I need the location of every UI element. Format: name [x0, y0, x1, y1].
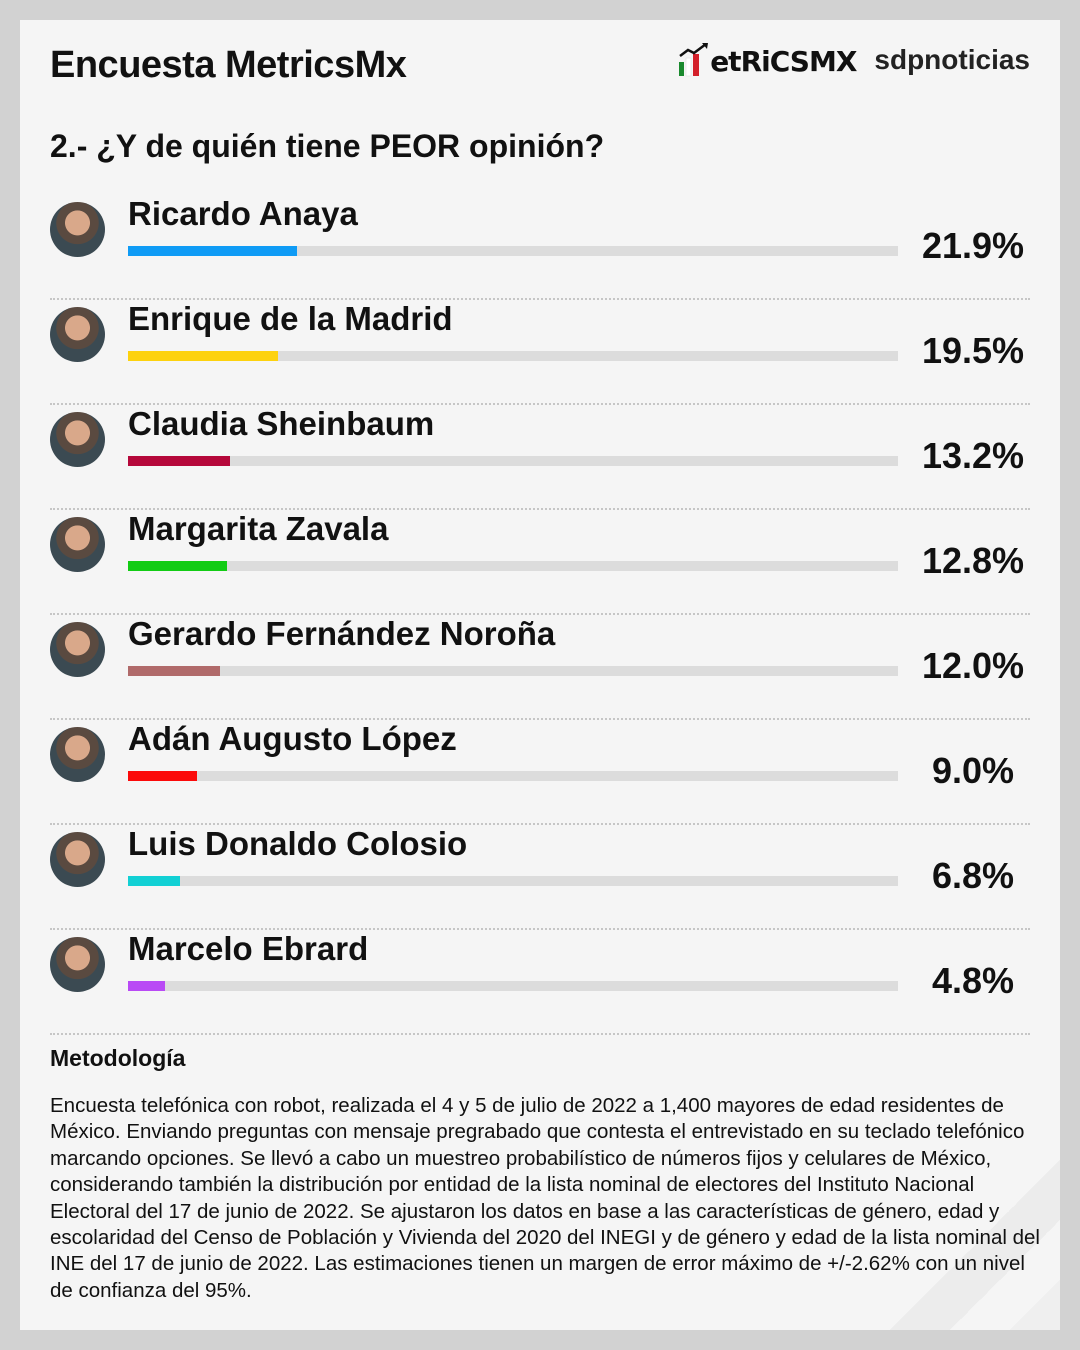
- bar: [128, 351, 279, 361]
- bar-row: Enrique de la Madrid 19.5%: [50, 300, 1030, 405]
- bar-track: [128, 351, 898, 361]
- bar: [128, 666, 221, 676]
- sdpnoticias-logo: sdpnoticias: [874, 44, 1030, 75]
- trend-arrow-icon: [679, 43, 709, 77]
- bar-track: [128, 981, 898, 991]
- bar-track: [128, 456, 898, 466]
- data-label: 6.8%: [931, 855, 1015, 896]
- bar-track: [128, 771, 898, 781]
- metricsmx-logo: etRiCSMX: [678, 42, 857, 78]
- candidate-avatar: [50, 622, 105, 677]
- data-label: 13.2%: [921, 435, 1025, 476]
- page-title: Encuesta MetricsMx: [50, 44, 407, 86]
- bar-list: Ricardo Anaya 21.9% Enrique de la Madrid…: [50, 195, 1030, 1035]
- bar-track: [128, 246, 898, 256]
- infographic-card: Encuesta MetricsMx etRiCSMX sdpnoticias …: [20, 20, 1060, 1330]
- data-label: 12.8%: [921, 540, 1025, 581]
- category-label: Margarita Zavala: [128, 510, 389, 547]
- bar: [128, 456, 230, 466]
- data-label: 9.0%: [931, 750, 1015, 791]
- bar-row: Adán Augusto López 9.0%: [50, 720, 1030, 825]
- candidate-avatar: [50, 832, 105, 887]
- decorative-stripes: [840, 1110, 1060, 1330]
- category-label: Adán Augusto López: [128, 720, 457, 757]
- bar: [128, 561, 227, 571]
- bar-row: Marcelo Ebrard 4.8%: [50, 930, 1030, 1035]
- bar-row: Margarita Zavala 12.8%: [50, 510, 1030, 615]
- category-label: Marcelo Ebrard: [128, 930, 369, 967]
- bar: [128, 246, 297, 256]
- candidate-avatar: [50, 202, 105, 257]
- bar-row: Ricardo Anaya 21.9%: [50, 195, 1030, 300]
- bar-row: Gerardo Fernández Noroña 12.0%: [50, 615, 1030, 720]
- category-label: Ricardo Anaya: [128, 195, 358, 232]
- candidate-avatar: [50, 517, 105, 572]
- question-heading: 2.- ¿Y de quién tiene PEOR opinión?: [50, 128, 605, 164]
- data-label: 21.9%: [921, 225, 1025, 266]
- bar: [128, 876, 181, 886]
- candidate-avatar: [50, 937, 105, 992]
- data-label: 4.8%: [931, 960, 1015, 1001]
- candidate-avatar: [50, 727, 105, 782]
- bar-row: Claudia Sheinbaum 13.2%: [50, 405, 1030, 510]
- bar-track: [128, 561, 898, 571]
- logos: etRiCSMX sdpnoticias: [678, 42, 1030, 78]
- category-label: Gerardo Fernández Noroña: [128, 615, 556, 652]
- bar-row: Luis Donaldo Colosio 6.8%: [50, 825, 1030, 930]
- bar-track: [128, 666, 898, 676]
- candidate-avatar: [50, 412, 105, 467]
- category-label: Claudia Sheinbaum: [128, 405, 435, 442]
- methodology-heading: Metodología: [50, 1045, 186, 1071]
- category-label: Luis Donaldo Colosio: [128, 825, 468, 862]
- data-label: 19.5%: [921, 330, 1025, 371]
- data-label: 12.0%: [921, 645, 1025, 686]
- methodology-text: Encuesta telefónica con robot, realizada…: [50, 1094, 1040, 1302]
- bar-track: [128, 876, 898, 886]
- bar: [128, 771, 198, 781]
- candidate-avatar: [50, 307, 105, 362]
- bar: [128, 981, 165, 991]
- category-label: Enrique de la Madrid: [128, 300, 453, 337]
